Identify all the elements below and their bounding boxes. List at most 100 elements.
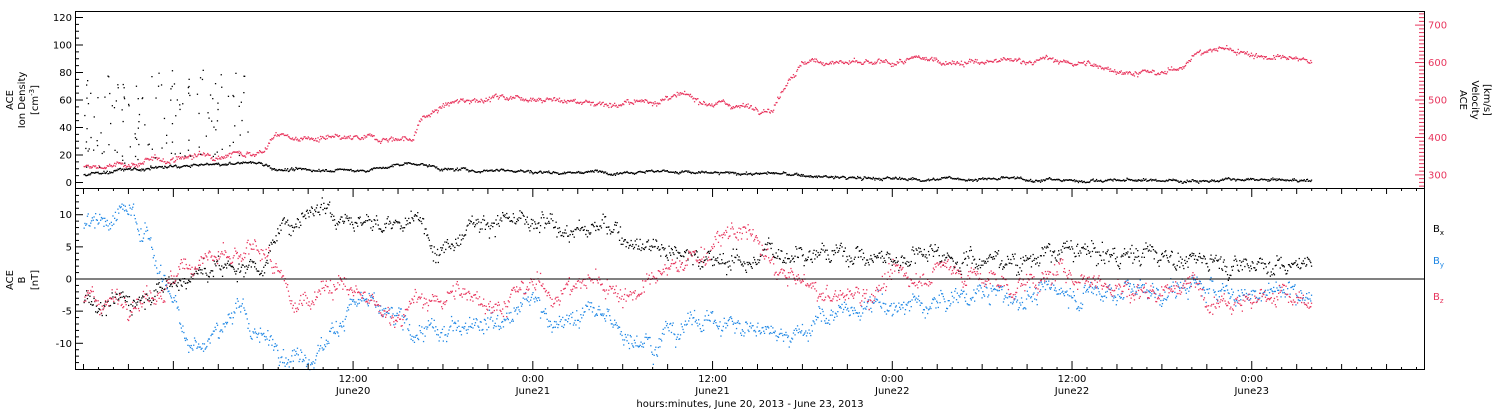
density-series-point	[714, 171, 716, 173]
density-series-point	[270, 167, 272, 169]
density-series-point	[544, 171, 546, 173]
bx-series-point	[960, 270, 962, 272]
velocity-series-point	[518, 96, 520, 98]
density-series-point	[1000, 176, 1002, 179]
bx-series-point	[954, 266, 956, 269]
density-series-point	[590, 171, 593, 173]
density-series-point	[813, 176, 815, 178]
velocity-series-point	[1146, 71, 1148, 73]
density-series-point	[1257, 179, 1259, 182]
bx-series-point	[348, 217, 350, 219]
bx-series-point	[833, 254, 835, 256]
density-series-point	[539, 170, 542, 172]
density-series-point	[1287, 179, 1289, 181]
bx-series-point	[839, 244, 841, 247]
bx-series-point	[788, 258, 790, 260]
bx-series-point	[530, 218, 533, 221]
velocity-series-point	[954, 63, 956, 65]
bx-series-point	[922, 255, 924, 257]
velocity-series-point	[1189, 60, 1191, 62]
velocity-series-point	[998, 60, 1000, 62]
by-series-point	[392, 313, 394, 315]
density-series-point	[989, 178, 991, 180]
density-series-point	[128, 168, 130, 170]
density-series-point	[366, 170, 368, 173]
density-series-point	[487, 170, 489, 172]
density-series-point	[107, 75, 109, 77]
density-series-point	[553, 172, 556, 174]
bx-series-point	[361, 224, 363, 226]
bx-series-point	[796, 256, 799, 258]
bx-series-point	[793, 261, 795, 263]
density-series-point	[431, 165, 434, 167]
density-series-point	[138, 143, 140, 146]
bx-series-point	[591, 223, 594, 225]
bx-series-point	[230, 266, 233, 268]
density-series-point	[421, 163, 423, 165]
density-series-point	[415, 163, 417, 166]
velocity-series-point	[169, 162, 171, 165]
density-series-point	[1218, 180, 1220, 183]
velocity-series-point	[871, 63, 874, 65]
bx-series-point	[1051, 254, 1053, 257]
velocity-series-point	[1178, 68, 1180, 70]
density-series-point	[1242, 179, 1244, 181]
density-series-point	[1248, 179, 1250, 181]
velocity-series-point	[646, 99, 648, 102]
by-series-point	[185, 337, 187, 339]
density-series-point	[749, 172, 752, 174]
by-series-point	[151, 248, 154, 250]
velocity-series-point	[235, 151, 237, 153]
bx-series-point	[1187, 266, 1189, 268]
density-series-point	[131, 169, 133, 171]
density-series-point	[933, 178, 935, 180]
bx-series-point	[1062, 245, 1064, 248]
velocity-series-point	[376, 139, 379, 141]
density-series-point	[93, 172, 95, 174]
density-series-point	[376, 167, 379, 169]
velocity-series-point	[956, 61, 958, 63]
density-series-point	[1217, 180, 1219, 182]
by-series-point	[268, 344, 270, 346]
bx-series-point	[327, 203, 329, 205]
bx-series-point	[933, 251, 935, 253]
bx-series-point	[1237, 269, 1239, 271]
bx-series-point	[909, 263, 911, 266]
bx-series-point	[962, 261, 964, 264]
density-series-point	[218, 163, 220, 166]
bx-series-point	[370, 227, 372, 229]
velocity-series-point	[688, 94, 690, 96]
bx-series-point	[746, 261, 748, 264]
velocity-series-point	[158, 157, 160, 159]
density-series-point	[144, 169, 146, 171]
velocity-series-point	[836, 61, 838, 63]
density-series-point	[474, 171, 476, 173]
by-series-point	[133, 214, 135, 216]
density-series-point	[1261, 178, 1263, 180]
density-series-point	[756, 172, 758, 175]
velocity-series-point	[1035, 61, 1037, 63]
density-series-point	[1052, 179, 1054, 181]
bx-series-point	[483, 219, 486, 221]
density-series-point	[675, 172, 678, 174]
density-series-point	[879, 179, 881, 181]
by-series-point	[144, 222, 146, 224]
bx-series-point	[662, 247, 664, 249]
bx-series-point	[175, 284, 178, 286]
velocity-series-point	[312, 138, 314, 140]
bx-series-point	[568, 241, 570, 243]
velocity-series-point	[899, 59, 902, 61]
density-series-point	[969, 179, 971, 182]
density-series-point	[229, 161, 231, 163]
velocity-series-point	[267, 145, 269, 147]
by-series-point	[121, 203, 123, 205]
velocity-series-point	[296, 138, 299, 140]
bx-series-point	[612, 231, 614, 233]
density-series-point	[492, 170, 494, 172]
density-series-point	[1108, 179, 1110, 181]
density-series-point	[641, 171, 643, 173]
velocity-series-point	[700, 103, 702, 105]
density-series-point	[93, 116, 95, 118]
density-series-point	[214, 163, 216, 165]
velocity-series-point	[525, 98, 527, 100]
